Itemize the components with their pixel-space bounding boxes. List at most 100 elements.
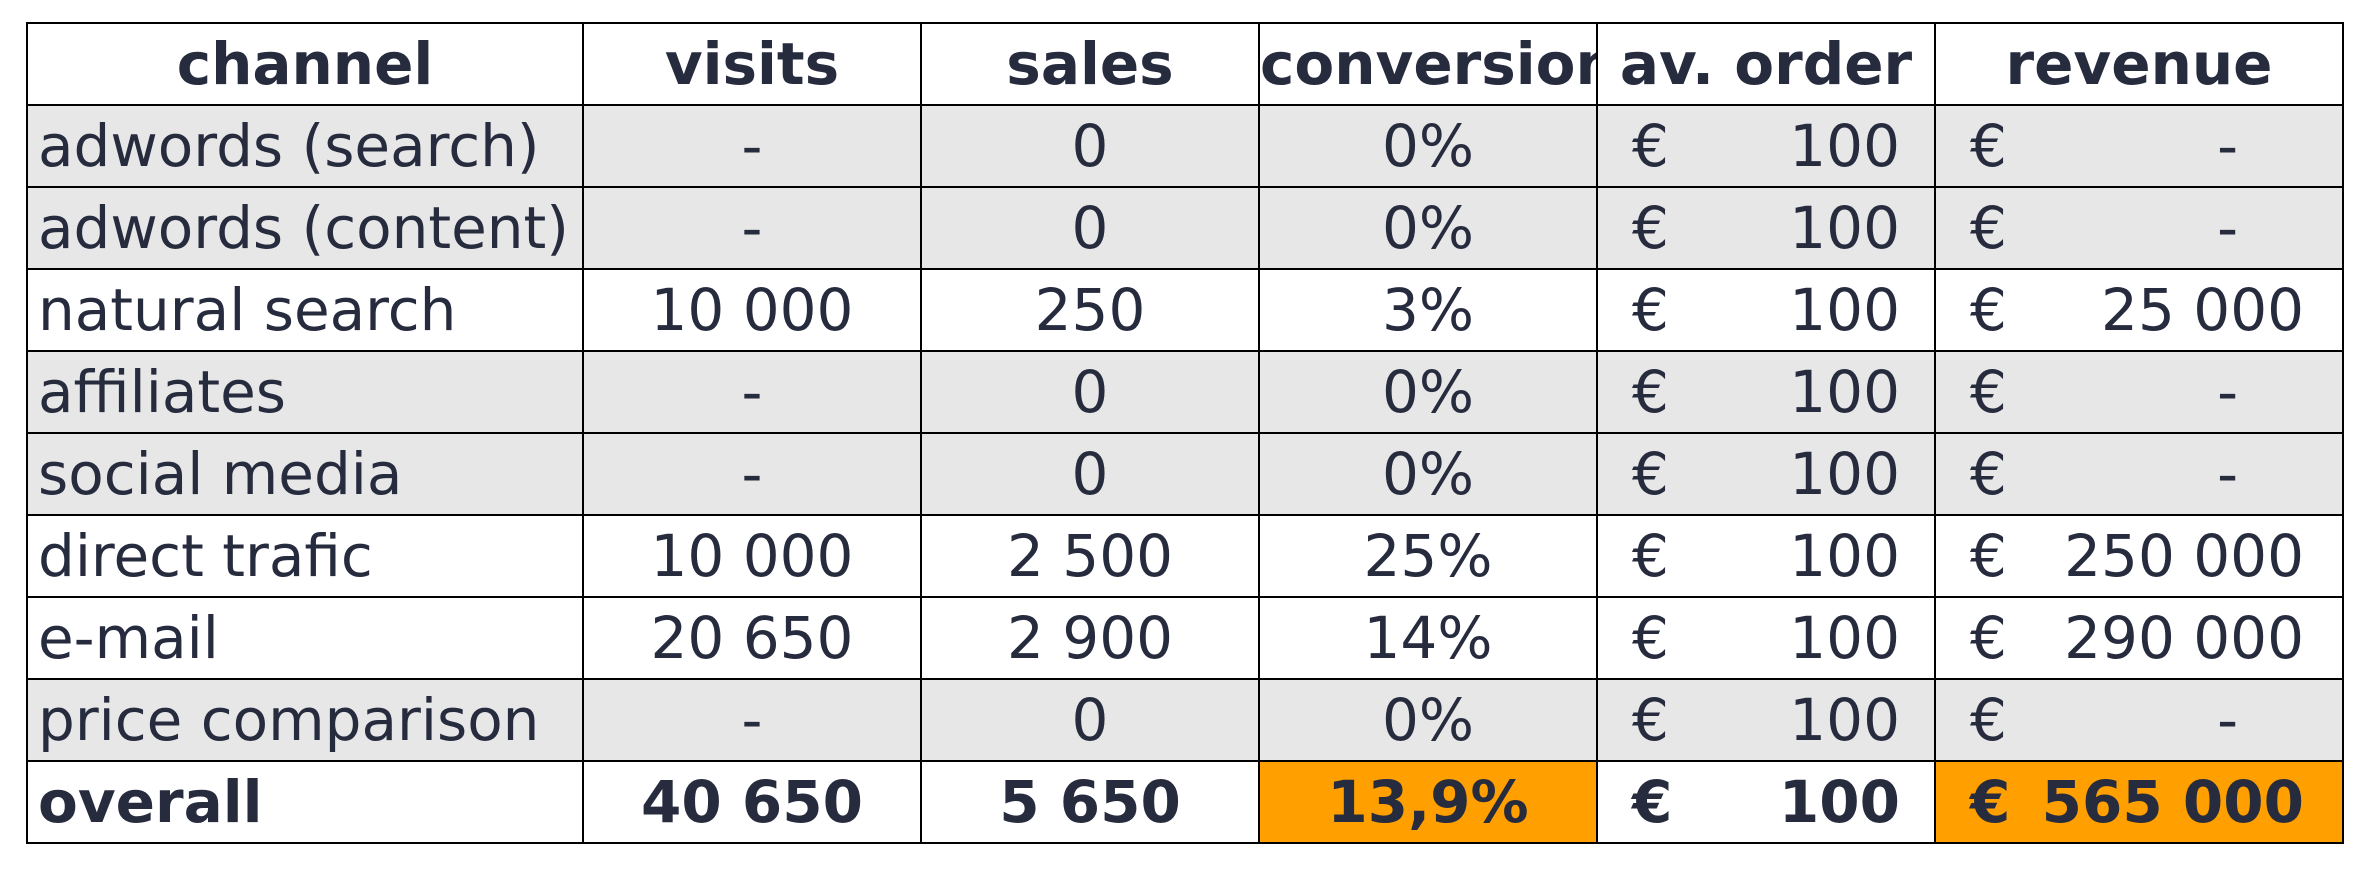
visits-cell: -: [582, 104, 922, 188]
conversion-cell: 0%: [1258, 104, 1598, 188]
av-order-cell-amount: 100: [1789, 522, 1900, 590]
av-order-cell-amount: 100: [1789, 686, 1900, 754]
revenue-cell: €25 000: [1934, 268, 2344, 352]
header-channel: channel: [26, 22, 584, 106]
total-row: overall 40 650 5 650 13,9% €100 €565 000: [26, 760, 2344, 844]
table-row: adwords (search) -0 0% €100 € -: [26, 104, 2344, 188]
table-row: direct trafic 10 000 2 500 25% €100 €250 000: [26, 514, 2344, 598]
currency-symbol: €: [1632, 276, 1669, 344]
revenue-cell-amount: 25 000: [2101, 276, 2304, 344]
visits-cell: -: [582, 678, 922, 762]
currency-symbol: €: [1632, 522, 1669, 590]
header-revenue: revenue: [1934, 22, 2344, 106]
currency-symbol: €: [1632, 194, 1669, 262]
av-order-cell-amount: 100: [1789, 358, 1900, 426]
channel-cell: direct trafic: [26, 514, 584, 598]
channel-cell: price comparison: [26, 678, 584, 762]
visits-cell: 10 000: [582, 514, 922, 598]
sales-cell: 0: [920, 350, 1260, 434]
av-order-cell-amount: 100: [1789, 440, 1900, 508]
header-sales: sales: [920, 22, 1260, 106]
av-order-cell: €100: [1596, 104, 1936, 188]
sales-cell: 5 650: [920, 760, 1260, 844]
conversion-cell: 14%: [1258, 596, 1598, 680]
conversion-cell: 0%: [1258, 678, 1598, 762]
av-order-cell: €100: [1596, 760, 1936, 844]
header-row: channel visits sales conversion av. orde…: [26, 22, 2344, 106]
visits-cell: 10 000: [582, 268, 922, 352]
av-order-cell: €100: [1596, 350, 1936, 434]
channel-cell: overall: [26, 760, 584, 844]
revenue-cell: € -: [1934, 104, 2344, 188]
revenue-cell-amount: -: [2217, 358, 2238, 426]
revenue-cell-amount: 565 000: [2041, 768, 2304, 836]
currency-symbol: €: [1632, 440, 1669, 508]
revenue-cell-amount: -: [2217, 686, 2238, 754]
currency-symbol: €: [1970, 440, 2007, 508]
revenue-cell-amount: 290 000: [2064, 604, 2304, 672]
channel-cell: affiliates: [26, 350, 584, 434]
channel-cell: social media: [26, 432, 584, 516]
revenue-cell: €290 000: [1934, 596, 2344, 680]
table-row: natural search 10 000 250 3% €100 €25 000: [26, 268, 2344, 352]
channel-cell: natural search: [26, 268, 584, 352]
revenue-cell-amount: -: [2217, 112, 2238, 180]
currency-symbol: €: [1632, 686, 1669, 754]
conversion-cell: 3%: [1258, 268, 1598, 352]
av-order-cell: €100: [1596, 432, 1936, 516]
av-order-cell: €100: [1596, 186, 1936, 270]
sales-cell: 0: [920, 186, 1260, 270]
visits-cell: 20 650: [582, 596, 922, 680]
currency-symbol: €: [1632, 768, 1673, 836]
table-row: e-mail 20 650 2 900 14% €100 €290 000: [26, 596, 2344, 680]
revenue-cell: € -: [1934, 186, 2344, 270]
header-av-order: av. order: [1596, 22, 1936, 106]
currency-symbol: €: [1970, 522, 2007, 590]
currency-symbol: €: [1970, 112, 2007, 180]
table-row: affiliates -0 0% €100 € -: [26, 350, 2344, 434]
currency-symbol: €: [1632, 112, 1669, 180]
sales-cell: 0: [920, 104, 1260, 188]
visits-cell: -: [582, 186, 922, 270]
currency-symbol: €: [1970, 768, 2011, 836]
channel-cell: e-mail: [26, 596, 584, 680]
visits-cell: -: [582, 432, 922, 516]
conversion-cell: 0%: [1258, 186, 1598, 270]
channel-cell: adwords (search): [26, 104, 584, 188]
sales-cell: 250: [920, 268, 1260, 352]
conversion-cell: 25%: [1258, 514, 1598, 598]
header-conversion: conversion: [1258, 22, 1598, 106]
currency-symbol: €: [1632, 604, 1669, 672]
sales-cell: 0: [920, 432, 1260, 516]
conversion-cell: 0%: [1258, 350, 1598, 434]
conversion-cell: 13,9%: [1258, 760, 1598, 844]
revenue-cell: €250 000: [1934, 514, 2344, 598]
conversion-cell: 0%: [1258, 432, 1598, 516]
currency-symbol: €: [1632, 358, 1669, 426]
revenue-cell: € -: [1934, 678, 2344, 762]
av-order-cell-amount: 100: [1789, 112, 1900, 180]
sales-cell: 2 900: [920, 596, 1260, 680]
sales-cell: 0: [920, 678, 1260, 762]
channel-performance-table: channel visits sales conversion av. orde…: [26, 22, 2344, 844]
revenue-cell: € -: [1934, 432, 2344, 516]
av-order-cell: €100: [1596, 268, 1936, 352]
currency-symbol: €: [1970, 604, 2007, 672]
revenue-cell: € -: [1934, 350, 2344, 434]
currency-symbol: €: [1970, 686, 2007, 754]
currency-symbol: €: [1970, 276, 2007, 344]
revenue-cell: €565 000: [1934, 760, 2344, 844]
revenue-cell-amount: -: [2217, 440, 2238, 508]
table-row: adwords (content) -0 0% €100 € -: [26, 186, 2344, 270]
av-order-cell: €100: [1596, 678, 1936, 762]
av-order-cell-amount: 100: [1789, 276, 1900, 344]
currency-symbol: €: [1970, 358, 2007, 426]
av-order-cell-amount: 100: [1778, 768, 1900, 836]
revenue-cell-amount: 250 000: [2064, 522, 2304, 590]
sales-cell: 2 500: [920, 514, 1260, 598]
visits-cell: 40 650: [582, 760, 922, 844]
av-order-cell-amount: 100: [1789, 604, 1900, 672]
table-row: price comparison -0 0% €100 € -: [26, 678, 2344, 762]
currency-symbol: €: [1970, 194, 2007, 262]
av-order-cell: €100: [1596, 514, 1936, 598]
